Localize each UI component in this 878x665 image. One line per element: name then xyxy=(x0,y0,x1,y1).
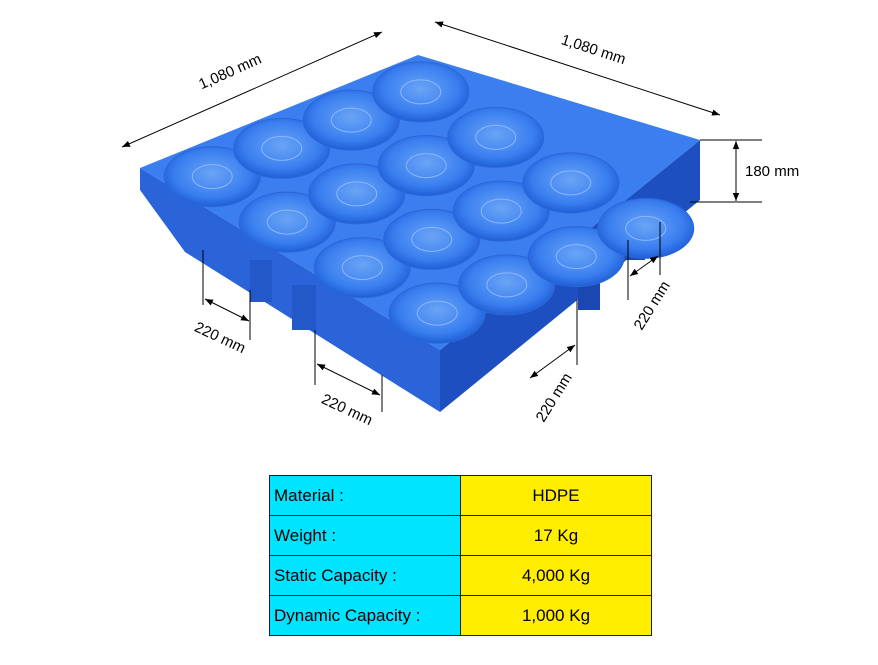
pallet-cup xyxy=(527,226,625,288)
spec-row: Material : HDPE xyxy=(269,475,652,516)
length-label: 1,080 mm xyxy=(196,51,264,94)
pallet-cup-center xyxy=(266,209,308,235)
pallet-cup-center xyxy=(411,226,453,252)
pallet-cup-center xyxy=(475,124,517,150)
pallet-cup-center xyxy=(486,272,528,298)
pallet-cup-center xyxy=(405,153,447,179)
spec-row: Static Capacity :4,000 Kg xyxy=(269,555,652,596)
pallet-cup xyxy=(313,237,411,299)
pallet-cup xyxy=(308,163,406,225)
gap-label: 220 mm xyxy=(533,370,576,425)
spec-key: Weight : xyxy=(269,515,461,556)
pallet-cup-center xyxy=(341,255,383,281)
pallet-cup xyxy=(377,135,475,197)
pallet-cup xyxy=(372,61,470,123)
pallet-cup xyxy=(452,180,550,242)
pallet-cup-center xyxy=(625,215,667,241)
spec-value: 1,000 Kg xyxy=(460,595,652,636)
gap-label: 220 mm xyxy=(319,391,375,429)
pallet-cup xyxy=(447,106,545,168)
spec-key: Material : xyxy=(269,475,461,516)
spec-value: HDPE xyxy=(460,475,652,516)
pallet-cup xyxy=(383,208,481,270)
spec-key: Dynamic Capacity : xyxy=(269,595,461,636)
spec-table: Material : HDPE Weight :17 Kg Static Capa… xyxy=(269,475,652,636)
pallet-cup-center xyxy=(191,164,233,190)
spec-row: Weight :17 Kg xyxy=(269,515,652,556)
pallet-cup xyxy=(597,197,695,259)
pallet-cup-center xyxy=(550,170,592,196)
spec-value: 4,000 Kg xyxy=(460,555,652,596)
pallet-drawing: 1,080 mm 1,080 mm 180 mm 220 mm 220 mm 2… xyxy=(121,21,799,429)
pallet-cup xyxy=(388,282,486,344)
pallet-cup-center xyxy=(336,181,378,207)
pallet xyxy=(140,55,700,412)
spec-row: Dynamic Capacity :1,000 Kg xyxy=(269,595,652,636)
height-label: 180 mm xyxy=(745,163,799,180)
pallet-cup xyxy=(238,191,336,253)
gap-label: 220 mm xyxy=(631,278,674,333)
pallet-cup xyxy=(522,152,620,214)
gap-label: 220 mm xyxy=(192,319,248,357)
pallet-cup xyxy=(458,254,556,316)
spec-key: Static Capacity : xyxy=(269,555,461,596)
dimension-lines xyxy=(121,21,762,412)
pallet-cup-center xyxy=(480,198,522,224)
spec-value: 17 Kg xyxy=(460,515,652,556)
pallet-cup-center xyxy=(555,244,597,270)
pallet-cup-center xyxy=(416,300,458,326)
width-label: 1,080 mm xyxy=(559,31,628,68)
